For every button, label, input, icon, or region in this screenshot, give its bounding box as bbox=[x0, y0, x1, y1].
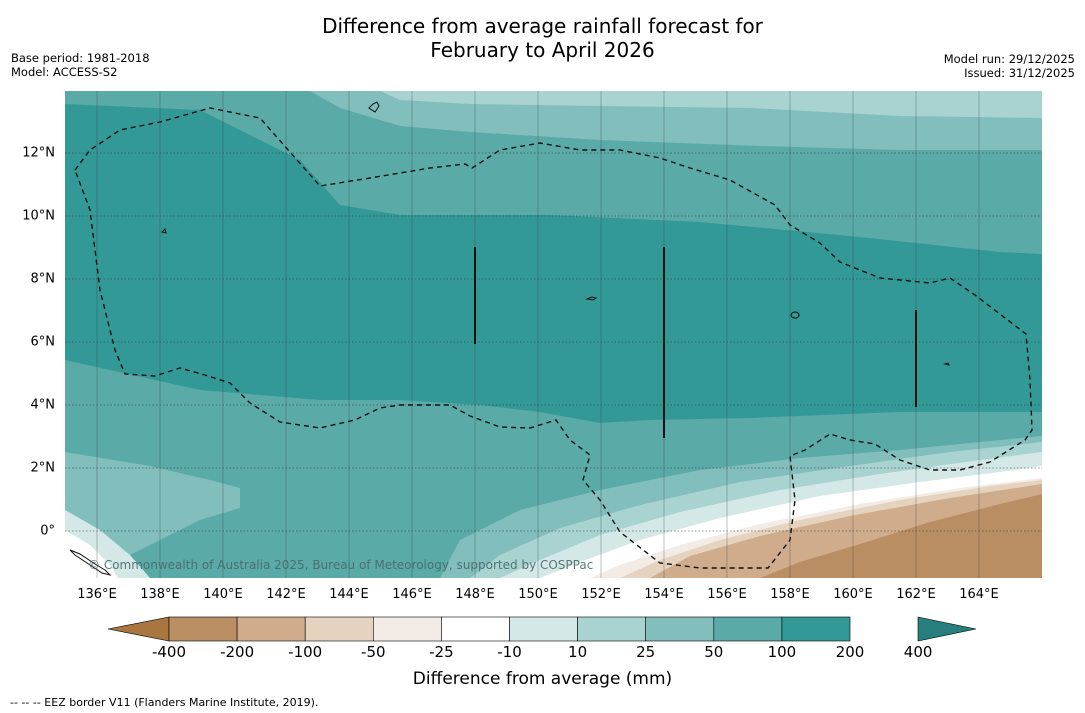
longitude-label: 160°E bbox=[833, 587, 873, 602]
longitude-label: 156°E bbox=[707, 587, 747, 602]
colorbar-tick-label: -200 bbox=[220, 643, 255, 661]
longitude-label: 146°E bbox=[392, 587, 432, 602]
grid-bars bbox=[474, 247, 917, 438]
colorbar-segment bbox=[236, 616, 306, 642]
longitude-label: 148°E bbox=[455, 587, 495, 602]
model-run: Model run: 29/12/2025 bbox=[943, 52, 1075, 66]
rainfall-field bbox=[65, 91, 1042, 578]
colorbar-segment bbox=[168, 616, 238, 642]
colorbar-tick-label: 400 bbox=[903, 643, 933, 661]
colorbar-tick-label: 10 bbox=[568, 643, 588, 661]
colorbar-segment bbox=[781, 616, 851, 642]
latitude-label: 4°N bbox=[30, 397, 56, 413]
model-name: Model: ACCESS-S2 bbox=[11, 65, 118, 79]
latitude-label: 12°N bbox=[22, 145, 55, 161]
copyright-notice: © Commonwealth of Australia 2025, Bureau… bbox=[88, 558, 594, 572]
colorbar-tick-label: 50 bbox=[704, 643, 724, 661]
colorbar-tick-label: -50 bbox=[361, 643, 386, 661]
colorbar-arrow-low bbox=[107, 616, 170, 642]
longitude-label: 140°E bbox=[203, 587, 243, 602]
colorbar-tick-label: 25 bbox=[636, 643, 656, 661]
colorbar-arrow-high bbox=[917, 616, 977, 642]
longitude-label: 162°E bbox=[896, 587, 936, 602]
colorbar-tick-label: 200 bbox=[835, 643, 865, 661]
latitude-label: 8°N bbox=[30, 271, 56, 287]
colorbar-tick-label: -25 bbox=[429, 643, 454, 661]
latitude-label: 6°N bbox=[30, 334, 56, 350]
chart-title: Difference from average rainfall forecas… bbox=[0, 14, 1085, 62]
colorbar-tick-label: -400 bbox=[151, 643, 187, 661]
colorbar-tick-label: 100 bbox=[767, 643, 797, 661]
meta-left: Base period: 1981-2018 Model: ACCESS-S2 bbox=[11, 51, 150, 79]
longitude-label: 136°E bbox=[77, 587, 117, 602]
colorbar-segment bbox=[645, 616, 715, 642]
meta-right: Model run: 29/12/2025 Issued: 31/12/2025 bbox=[944, 52, 1075, 80]
longitude-label: 138°E bbox=[140, 587, 180, 602]
colorbar bbox=[107, 616, 977, 642]
colorbar-title: Difference from average (mm) bbox=[412, 669, 673, 689]
longitude-label: 158°E bbox=[770, 587, 810, 602]
colorbar-segment bbox=[713, 616, 783, 642]
colorbar-segment bbox=[441, 616, 510, 642]
band-400-core bbox=[65, 104, 1042, 423]
colorbar-segment bbox=[304, 616, 374, 642]
islands bbox=[69, 101, 950, 576]
band-50-100-north bbox=[380, 91, 1042, 118]
eez-legend-note: -- -- -- EEZ border V11 (Flanders Marine… bbox=[10, 696, 319, 709]
longitude-label: 144°E bbox=[329, 587, 369, 602]
colorbar-segment bbox=[372, 616, 442, 642]
colorbar-segment bbox=[509, 616, 578, 642]
title-line-1: Difference from average rainfall forecas… bbox=[322, 14, 763, 38]
colorbar-segment bbox=[577, 616, 646, 642]
latitude-label: 0° bbox=[40, 523, 55, 539]
longitude-label: 154°E bbox=[644, 587, 684, 602]
longitude-label: 150°E bbox=[518, 587, 558, 602]
longitude-label: 164°E bbox=[959, 587, 999, 602]
latitude-label: 10°N bbox=[22, 208, 55, 224]
longitude-label: 142°E bbox=[266, 587, 306, 602]
band-coastal-white bbox=[65, 530, 118, 578]
colorbar-tick-label: -100 bbox=[288, 643, 323, 661]
colorbar-tick-label: -10 bbox=[497, 643, 522, 661]
longitude-label: 152°E bbox=[581, 587, 621, 602]
issued-date: Issued: 31/12/2025 bbox=[964, 66, 1075, 80]
band-minus200-minus100 bbox=[760, 494, 1042, 578]
base-period: Base period: 1981-2018 bbox=[11, 51, 150, 65]
latitude-label: 2°N bbox=[30, 460, 56, 476]
eez-border bbox=[74, 107, 1033, 569]
title-line-2: February to April 2026 bbox=[430, 38, 655, 62]
